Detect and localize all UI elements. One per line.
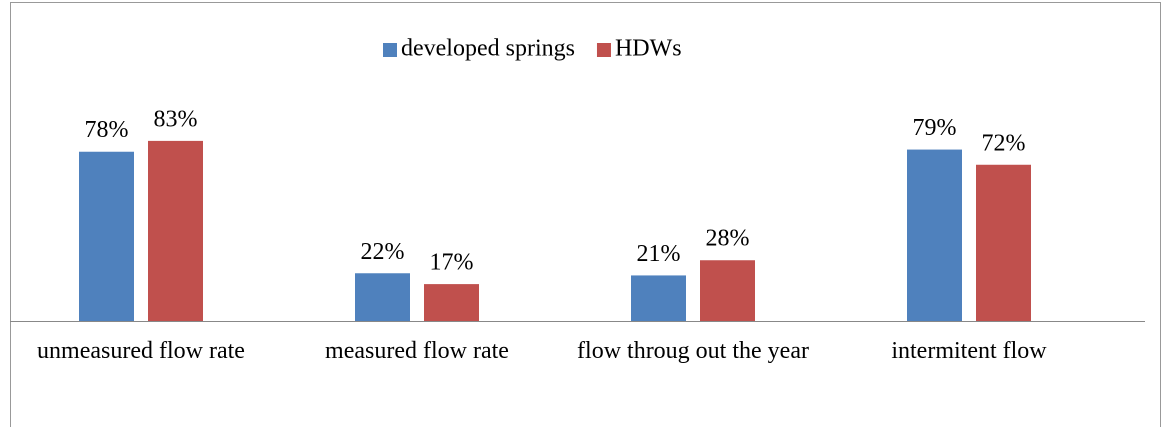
- bar: [424, 284, 479, 321]
- legend-swatch: [596, 43, 611, 57]
- bar: [907, 149, 962, 321]
- value-label: 78%: [85, 117, 129, 143]
- chart-border: [10, 2, 1161, 427]
- x-tick-label: flow throug out the year: [577, 338, 809, 364]
- value-label: 28%: [706, 226, 750, 252]
- bar: [976, 164, 1031, 321]
- legend-swatch: [383, 43, 397, 57]
- bar: [148, 140, 203, 321]
- legend-label: developed springs: [401, 36, 575, 62]
- value-label: 21%: [637, 241, 681, 267]
- bar: [355, 273, 410, 321]
- value-label: 22%: [361, 239, 405, 265]
- x-tick-label: measured flow rate: [325, 338, 509, 364]
- x-tick-label: unmeasured flow rate: [37, 338, 245, 364]
- bar: [700, 260, 755, 321]
- bar: [631, 275, 686, 321]
- bar: [79, 151, 134, 321]
- value-label: 72%: [982, 130, 1026, 156]
- value-label: 79%: [913, 115, 957, 141]
- value-label: 17%: [430, 250, 474, 276]
- value-label: 83%: [154, 106, 198, 132]
- x-tick-label: intermitent flow: [891, 338, 1047, 364]
- legend-label: HDWs: [615, 36, 682, 62]
